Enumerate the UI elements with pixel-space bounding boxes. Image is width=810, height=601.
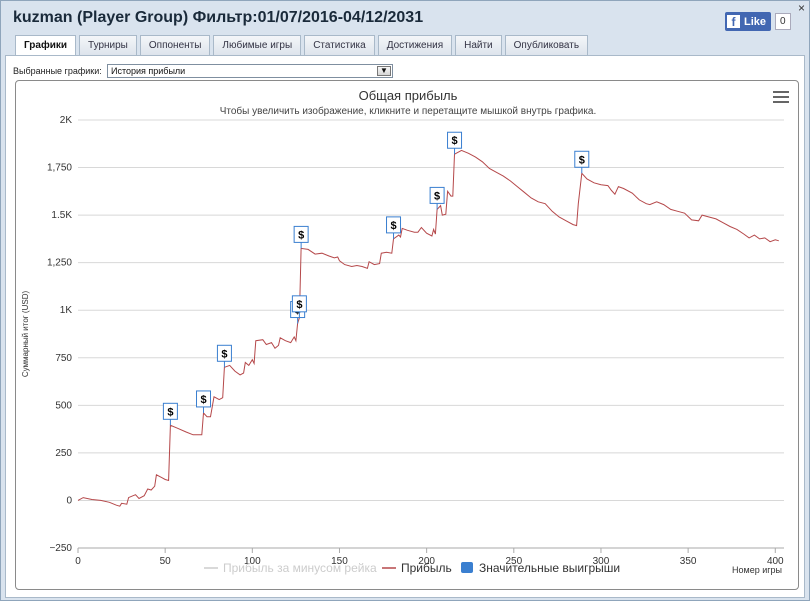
- graphs-panel: Выбранные графики: История прибыли ▼ Общ…: [5, 55, 805, 598]
- y-tick-label-3: 500: [55, 400, 72, 411]
- y-tick-label-1: 0: [66, 495, 72, 506]
- title-bar: kuzman (Player Group) Фильтр:01/07/2016-…: [1, 1, 809, 35]
- window-title: kuzman (Player Group) Фильтр:01/07/2016-…: [13, 9, 424, 26]
- y-tick-label-8: 1,750: [47, 163, 72, 174]
- like-count: 0: [775, 13, 791, 30]
- y-tick-label-0: −250: [49, 543, 72, 554]
- chart-title: Общая прибыль: [359, 88, 458, 103]
- x-tick-label-0: 0: [75, 556, 81, 567]
- y-tick-label-2: 250: [55, 448, 72, 459]
- tab-5[interactable]: Достижения: [377, 35, 453, 55]
- big-win-label-1: $: [200, 394, 206, 406]
- close-icon[interactable]: ×: [797, 1, 805, 15]
- x-tick-label-2: 100: [244, 556, 261, 567]
- big-win-label-7: $: [434, 190, 440, 202]
- x-tick-label-1: 50: [160, 556, 172, 567]
- x-tick-label-6: 300: [593, 556, 610, 567]
- tab-3[interactable]: Любимые игры: [213, 35, 302, 55]
- legend-symbol-2: [461, 562, 473, 573]
- tab-2[interactable]: Оппоненты: [139, 35, 211, 55]
- big-win-label-9: $: [579, 154, 585, 166]
- x-tick-label-4: 200: [418, 556, 435, 567]
- tab-bar: Графики Турниры Оппоненты Любимые игры Стати…: [15, 35, 591, 56]
- chart-container[interactable]: Общая прибыль Чтобы увеличить изображение…: [15, 80, 799, 590]
- big-win-label-2: $: [221, 348, 227, 360]
- x-axis-label: Номер игры: [732, 565, 782, 575]
- big-win-label-0: $: [167, 406, 173, 418]
- legend-label-2: Значительные выигрыши: [479, 561, 620, 575]
- profit-chart[interactable]: Общая прибыль Чтобы увеличить изображение…: [16, 81, 800, 591]
- tab-6[interactable]: Найти: [455, 35, 502, 55]
- y-tick-label-7: 1.5K: [51, 210, 72, 221]
- y-tick-label-4: 750: [55, 353, 72, 364]
- big-win-label-5: $: [298, 229, 304, 241]
- big-win-label-6: $: [390, 220, 396, 232]
- x-tick-label-5: 250: [505, 556, 522, 567]
- chart-selector-label: Выбранные графики:: [13, 66, 102, 76]
- chart-subtitle: Чтобы увеличить изображение, кликните и …: [220, 105, 597, 117]
- like-label: Like: [744, 15, 767, 28]
- x-tick-label-3: 150: [331, 556, 348, 567]
- x-tick-label-8: 400: [767, 556, 784, 567]
- chart-selector-dropdown[interactable]: История прибыли ▼: [107, 64, 393, 78]
- series-line-0: [77, 149, 779, 507]
- y-tick-label-9: 2K: [60, 115, 73, 126]
- dropdown-arrow-icon[interactable]: ▼: [377, 66, 391, 76]
- y-tick-label-5: 1K: [60, 305, 73, 316]
- chart-selector-value: История прибыли: [111, 66, 186, 76]
- y-tick-label-6: 1,250: [47, 258, 72, 269]
- x-tick-label-7: 350: [680, 556, 697, 567]
- tab-7[interactable]: Опубликовать: [504, 35, 589, 55]
- big-win-label-4: $: [296, 299, 302, 311]
- tab-1[interactable]: Турниры: [79, 35, 137, 55]
- y-axis-label: Суммарный итог (USD): [21, 291, 30, 378]
- tab-0[interactable]: Графики: [15, 35, 77, 56]
- facebook-like-button[interactable]: f Like: [725, 12, 772, 31]
- facebook-icon: f: [727, 15, 740, 29]
- tab-4[interactable]: Статистика: [304, 35, 375, 55]
- legend-label-0: Прибыль за минусом рейка: [223, 561, 377, 575]
- legend-label-1: Прибыль: [401, 561, 452, 575]
- chart-menu-icon[interactable]: [773, 91, 789, 106]
- big-win-label-8: $: [451, 135, 457, 147]
- facebook-like-widget[interactable]: f Like 0: [725, 12, 791, 31]
